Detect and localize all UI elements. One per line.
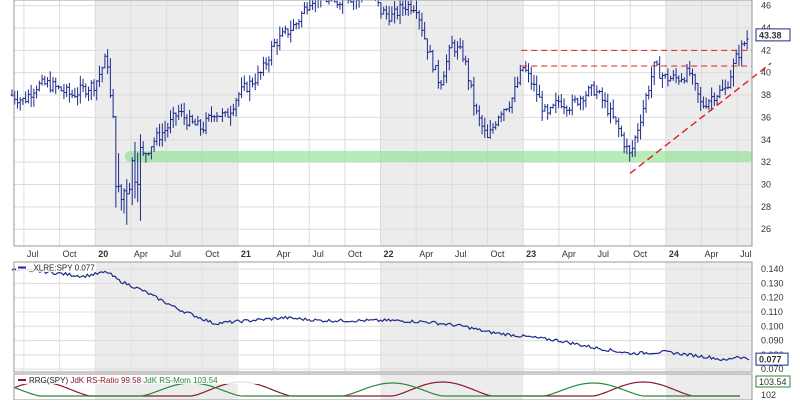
- panel-frame: [13, 261, 753, 373]
- trendline: [629, 62, 772, 174]
- x-axis-label: Oct: [348, 249, 363, 259]
- price-y-tick: 40: [761, 68, 771, 78]
- rrg-legend-ratio: JdK RS-Ratio 99.58: [70, 376, 143, 385]
- ohlc-bars: [10, 0, 749, 225]
- x-axis-label: Jul: [27, 249, 39, 259]
- ratio-legend: _XLRE:SPY 0.077: [28, 264, 95, 273]
- rrg-legend-prefix: RRG(SPY): [29, 376, 70, 385]
- price-last-badge: [755, 28, 791, 42]
- x-axis-label: Jul: [740, 249, 752, 259]
- rrg-legend-mom: JdK RS-Mom 103.54: [143, 376, 218, 385]
- rrg-y-tick: 102: [761, 390, 776, 400]
- ratio-line: [11, 267, 750, 362]
- rrg-last-value: 103.54: [759, 377, 787, 387]
- price-y-tick: 32: [761, 157, 771, 167]
- ratio-y-tick: 0.070: [761, 364, 784, 374]
- ratio-y-tick: 0.100: [761, 321, 784, 331]
- ratio-legend-bg: [16, 263, 96, 272]
- x-axis-label: Oct: [491, 249, 506, 259]
- rrg-last-badge: [755, 375, 791, 388]
- year-shade-2024: [665, 262, 752, 372]
- ratio-last-badge: [755, 352, 789, 366]
- x-axis-label: Apr: [705, 249, 719, 259]
- ratio-y-tick: 0.130: [761, 278, 784, 288]
- ratio-y-tick: 0.090: [761, 336, 784, 346]
- ratio-last-value: 0.077: [759, 355, 782, 365]
- x-axis-label: Apr: [562, 249, 576, 259]
- x-axis-label: 20: [98, 249, 108, 259]
- x-axis-label: Jul: [312, 249, 324, 259]
- price-y-tick: 44: [761, 23, 771, 33]
- rrg-legend-bg: [16, 375, 260, 384]
- price-y-tick: 36: [761, 112, 771, 122]
- price-y-tick: 34: [761, 135, 771, 145]
- ratio-y-tick: 0.140: [761, 264, 784, 274]
- rs-mom-line: [13, 382, 740, 397]
- ratio-y-tick: 0.110: [761, 307, 783, 317]
- price-last-value: 43.38: [759, 30, 782, 40]
- price-y-tick: 26: [761, 224, 771, 234]
- panel-frame: [13, 0, 753, 247]
- x-axis-label: Oct: [633, 249, 648, 259]
- support-band: [124, 150, 753, 163]
- x-axis-label: Apr: [277, 249, 291, 259]
- x-axis-label: 22: [384, 249, 394, 259]
- x-axis-label: Jul: [598, 249, 610, 259]
- x-axis-label: Oct: [205, 249, 220, 259]
- price-y-tick: 46: [761, 1, 771, 11]
- price-y-tick: 28: [761, 202, 771, 212]
- x-axis-label: 24: [669, 249, 679, 259]
- rrg-legend: RRG(SPY) JdK RS-Ratio 99.58 JdK RS-Mom 1…: [29, 376, 218, 385]
- price-y-tick: 30: [761, 180, 771, 190]
- x-axis-label: Apr: [134, 249, 148, 259]
- x-axis-label: Apr: [419, 249, 433, 259]
- x-axis-label: Jul: [170, 249, 182, 259]
- price-y-tick: 38: [761, 90, 771, 100]
- ratio-y-tick: 0.120: [761, 293, 784, 303]
- price-y-tick: 42: [761, 45, 771, 55]
- x-axis-label: Oct: [63, 249, 78, 259]
- x-axis-label: Jul: [455, 249, 467, 259]
- x-axis-label: 23: [526, 249, 536, 259]
- year-shade-2024: [665, 0, 752, 246]
- x-axis-label: 21: [241, 249, 251, 259]
